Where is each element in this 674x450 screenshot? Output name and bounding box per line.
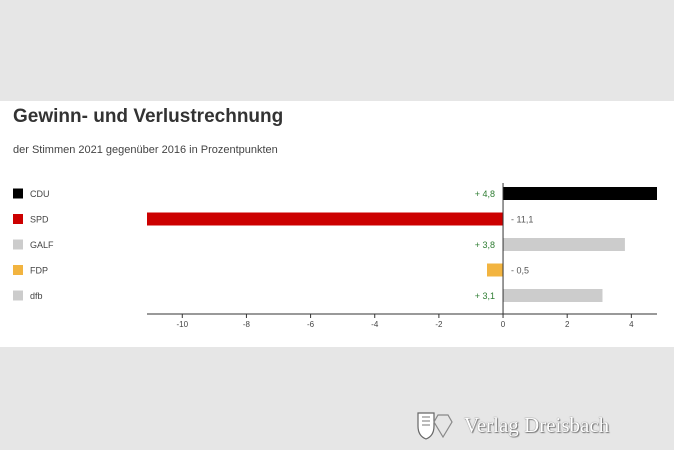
bar-spd xyxy=(147,212,504,226)
legend-swatch-spd xyxy=(13,214,23,224)
bar-fdp xyxy=(487,263,504,277)
x-tick-label: -2 xyxy=(435,320,443,329)
legend-swatch-cdu xyxy=(13,188,23,199)
chart-title: Gewinn- und Verlustrechnung xyxy=(13,106,284,127)
bar-cdu xyxy=(503,187,657,200)
x-tick-label: -6 xyxy=(307,320,315,329)
publisher-watermark: Verlag Dreisbach xyxy=(414,410,664,442)
value-label-dfb: + 3,1 xyxy=(475,291,495,301)
bar-chart: CDU + 4,8 SPD - 11,1 GALF + 3,8 FDP - 0,5 dfb + 3… xyxy=(13,183,657,329)
value-label-galf: + 3,8 xyxy=(475,240,495,250)
legend-swatch-galf xyxy=(13,239,23,250)
value-label-spd: - 11,1 xyxy=(511,215,533,225)
category-label-cdu: CDU xyxy=(30,189,50,199)
x-tick-label: 2 xyxy=(565,320,570,329)
category-label-fdp: FDP xyxy=(30,266,48,276)
x-tick-label: 0 xyxy=(501,320,506,329)
coat-of-arms-icon xyxy=(417,412,453,440)
x-tick-label: -4 xyxy=(371,320,379,329)
watermark-text: Verlag Dreisbach xyxy=(464,413,610,437)
bar-galf xyxy=(503,238,625,251)
legend-swatch-fdp xyxy=(13,265,23,275)
chart-card: Gewinn- und Verlustrechnung der Stimmen … xyxy=(0,101,674,347)
x-tick-label: 4 xyxy=(629,320,634,329)
x-tick-label: -10 xyxy=(177,320,189,329)
category-label-dfb: dfb xyxy=(30,291,43,301)
x-tick-label: -8 xyxy=(243,320,251,329)
bar-dfb xyxy=(503,289,603,302)
category-label-spd: SPD xyxy=(30,215,49,225)
legend-swatch-dfb xyxy=(13,290,23,301)
category-label-galf: GALF xyxy=(30,240,54,250)
value-label-cdu: + 4,8 xyxy=(475,189,495,199)
chart-subtitle: der Stimmen 2021 gegenüber 2016 in Proze… xyxy=(13,144,278,156)
value-label-fdp: - 0,5 xyxy=(511,266,529,276)
